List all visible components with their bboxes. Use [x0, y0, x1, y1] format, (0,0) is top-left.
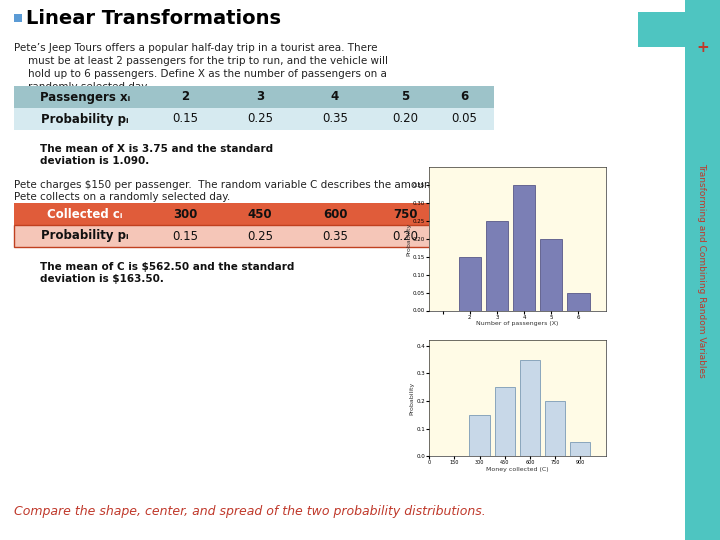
Text: 750: 750 [392, 207, 418, 220]
Bar [459, 257, 481, 310]
Text: 0.15: 0.15 [172, 112, 198, 125]
Bar [14, 203, 494, 225]
Bar [14, 225, 494, 247]
Bar [495, 387, 515, 456]
Bar [14, 14, 22, 22]
Y-axis label: Probability: Probability [410, 382, 415, 415]
Text: 600: 600 [323, 207, 347, 220]
Bar [545, 401, 565, 456]
Bar [540, 239, 562, 310]
Text: Linear Transformations: Linear Transformations [26, 9, 281, 28]
Text: 450: 450 [248, 207, 272, 220]
Text: 0.05: 0.05 [451, 230, 477, 242]
Text: 5: 5 [401, 91, 409, 104]
Text: Pete collects on a randomly selected day.: Pete collects on a randomly selected day… [14, 192, 230, 202]
Text: Collected cᵢ: Collected cᵢ [48, 207, 122, 220]
Text: 2: 2 [181, 91, 189, 104]
Text: Pete’s Jeep Tours offers a popular half-day trip in a tourist area. There: Pete’s Jeep Tours offers a popular half-… [14, 43, 377, 53]
X-axis label: Number of passengers (X): Number of passengers (X) [476, 321, 559, 326]
Text: 0.35: 0.35 [322, 230, 348, 242]
Text: Probability pᵢ: Probability pᵢ [41, 230, 129, 242]
Bar [14, 86, 494, 108]
Text: must be at least 2 passengers for the trip to run, and the vehicle will: must be at least 2 passengers for the tr… [28, 56, 388, 66]
Bar [685, 0, 720, 540]
Bar [638, 12, 685, 47]
Text: 6: 6 [460, 91, 468, 104]
Text: Pete charges $150 per passenger.  The random variable C describes the amount: Pete charges $150 per passenger. The ran… [14, 180, 435, 190]
Bar [14, 108, 494, 130]
Bar [570, 442, 590, 456]
Bar [486, 221, 508, 310]
Text: Transforming and Combining Random Variables: Transforming and Combining Random Variab… [698, 163, 706, 377]
Text: deviation is 1.090.: deviation is 1.090. [40, 156, 149, 166]
X-axis label: Money collected (C): Money collected (C) [486, 467, 549, 472]
Text: The mean of C is $562.50 and the standard: The mean of C is $562.50 and the standar… [40, 262, 294, 272]
Text: Probability pᵢ: Probability pᵢ [41, 112, 129, 125]
Text: 300: 300 [173, 207, 197, 220]
Text: 0.20: 0.20 [392, 230, 418, 242]
Text: 0.25: 0.25 [247, 230, 273, 242]
Text: hold up to 6 passengers. Define X as the number of passengers on a: hold up to 6 passengers. Define X as the… [28, 69, 387, 79]
Text: deviation is $163.50.: deviation is $163.50. [40, 274, 164, 284]
Text: 0.35: 0.35 [322, 112, 348, 125]
Text: 0.25: 0.25 [247, 112, 273, 125]
Bar [469, 415, 490, 456]
Text: 900: 900 [451, 207, 476, 220]
Text: Compare the shape, center, and spread of the two probability distributions.: Compare the shape, center, and spread of… [14, 505, 486, 518]
Y-axis label: Probability: Probability [406, 222, 411, 255]
Text: 0.20: 0.20 [392, 112, 418, 125]
Text: 4: 4 [331, 91, 339, 104]
Text: +: + [696, 40, 709, 56]
Bar [513, 185, 535, 310]
Bar [520, 360, 540, 456]
Text: 3: 3 [256, 91, 264, 104]
Text: randomly selected day.: randomly selected day. [28, 82, 149, 92]
Text: 0.05: 0.05 [451, 112, 477, 125]
Text: 0.15: 0.15 [172, 230, 198, 242]
Text: Passengers xᵢ: Passengers xᵢ [40, 91, 130, 104]
Text: The mean of X is 3.75 and the standard: The mean of X is 3.75 and the standard [40, 144, 273, 154]
Bar [567, 293, 590, 310]
